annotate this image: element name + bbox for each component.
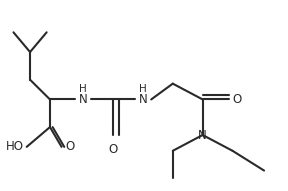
Text: N: N bbox=[79, 93, 88, 106]
Text: H: H bbox=[139, 84, 147, 94]
Text: O: O bbox=[232, 93, 242, 106]
Text: HO: HO bbox=[5, 140, 23, 153]
Text: O: O bbox=[108, 143, 118, 156]
Text: H: H bbox=[79, 84, 87, 94]
Text: O: O bbox=[65, 140, 74, 153]
Text: N: N bbox=[139, 93, 147, 106]
Text: N: N bbox=[198, 129, 207, 142]
